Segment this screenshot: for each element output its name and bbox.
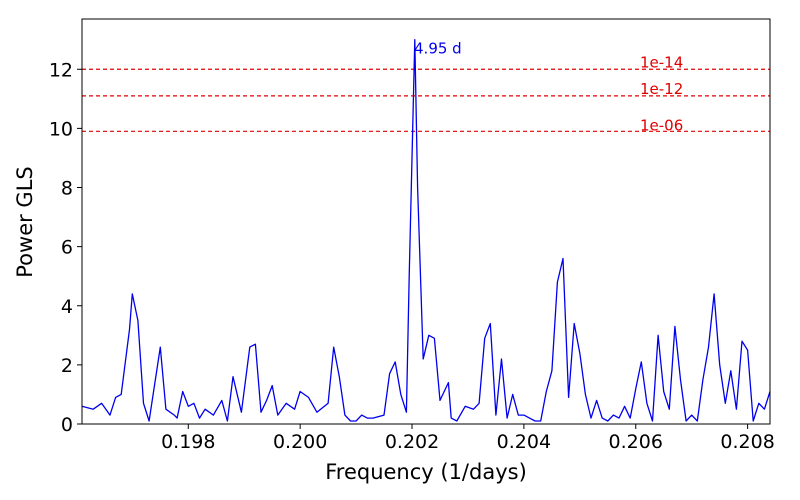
y-axis-label: Power GLS — [13, 166, 37, 277]
peak-annotation: 4.95 d — [414, 40, 462, 58]
y-tick-label: 6 — [61, 237, 73, 259]
y-tick-label: 12 — [49, 59, 73, 81]
x-tick-label: 0.208 — [720, 431, 774, 453]
threshold-label: 1e-12 — [640, 80, 683, 98]
x-tick-label: 0.198 — [161, 431, 215, 453]
x-tick-label: 0.200 — [273, 431, 327, 453]
x-tick-label: 0.206 — [609, 431, 663, 453]
y-tick-label: 0 — [61, 414, 73, 436]
plot-frame — [81, 18, 771, 425]
y-tick-label: 8 — [61, 178, 73, 200]
threshold-label: 1e-06 — [640, 116, 683, 134]
y-tick-label: 10 — [49, 118, 73, 140]
y-tick-label: 2 — [61, 355, 73, 377]
y-tick-label: 4 — [61, 296, 73, 318]
ticks-layer: 0.198 0.200 0.202 0.204 0.206 0.208 0 2 4 6 8 10 12 — [49, 59, 775, 453]
labels-layer: 1e-14 1e-12 1e-06 4.95 d — [414, 40, 683, 135]
threshold-label: 1e-14 — [640, 53, 683, 71]
threshold-lines — [82, 68, 770, 132]
series-line — [81, 39, 771, 422]
series-layer — [81, 39, 771, 422]
x-tick-label: 0.202 — [385, 431, 439, 453]
x-axis-label: Frequency (1/days) — [325, 460, 527, 484]
x-tick-label: 0.204 — [497, 431, 551, 453]
